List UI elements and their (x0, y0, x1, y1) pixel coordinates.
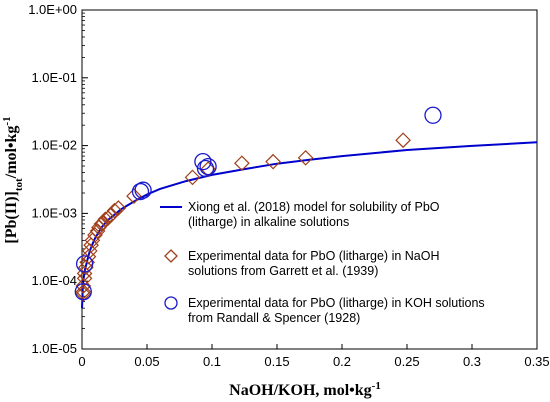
garrett-point (75, 283, 92, 300)
randall-point (74, 283, 92, 301)
garrett-point (78, 259, 94, 276)
garrett-point (102, 207, 119, 224)
legend-garrett-line2: solutions from Garrett et al. (1939) (188, 264, 378, 278)
legend: Xiong et al. (2018) model for solubility… (160, 200, 485, 325)
randall-point (75, 255, 94, 273)
garrett-point (94, 215, 111, 231)
legend-model-line1: Xiong et al. (2018) model for solubility… (188, 200, 440, 214)
plot-area (81, 9, 538, 350)
randall-point (134, 181, 152, 199)
randall-point (131, 182, 150, 201)
garrett-point (87, 227, 103, 243)
x-tick-label: 0 (78, 354, 85, 369)
garrett-point (75, 278, 92, 294)
x-tick-label: 0.25 (394, 354, 419, 369)
legend-garrett-line1: Experimental data for PbO (litharge) in … (188, 249, 440, 263)
randall-point (196, 159, 215, 178)
x-axis-title: NaOH/KOH, mol•kg-1 (229, 380, 381, 399)
series-layer (74, 106, 538, 309)
garrett-point (106, 202, 123, 219)
x-axis: 0 0.05 0.1 0.15 0.2 0.25 0.3 0.35 (78, 344, 550, 369)
y-axis-title: [Pb(II)]tot/mol•kg-1 (1, 116, 25, 243)
legend-randall-line1: Experimental data for PbO (litharge) in … (188, 296, 485, 310)
x-tick-label: 0.35 (524, 354, 549, 369)
garrett-point (110, 200, 127, 216)
x-tick-label: 0.1 (203, 354, 221, 369)
model-curve (81, 141, 538, 309)
x-tick-label: 0.05 (134, 354, 159, 369)
garrett-point (184, 169, 201, 186)
garrett-point (297, 149, 314, 166)
legend-diamond-marker (164, 249, 178, 263)
legend-circle-marker (164, 296, 178, 310)
garrett-point (75, 286, 92, 302)
y-tick-label: 1.0E-01 (31, 70, 77, 85)
y-tick-label: 1.0E-04 (31, 273, 77, 288)
x-tick-label: 0.15 (264, 354, 289, 369)
y-tick-label: 1.0E+00 (28, 2, 77, 17)
garrett-point (395, 132, 411, 149)
y-tick-label: 1.0E-05 (31, 341, 77, 356)
garrett-point (97, 211, 114, 228)
x-tick-label: 0.2 (333, 354, 351, 369)
garrett-point (234, 155, 250, 172)
garrett-point (265, 153, 281, 170)
garrett-point (126, 188, 142, 204)
randall-point (199, 157, 217, 176)
y-tick-label: 1.0E-02 (31, 138, 77, 153)
x-tick-label: 0.3 (463, 354, 481, 369)
randall-point (424, 106, 442, 124)
garrett-point (83, 237, 99, 254)
legend-randall-line2: from Randall & Spencer (1928) (188, 311, 360, 325)
y-axis: 1.0E-05 1.0E-04 1.0E-03 1.0E-02 1.0E-01 1.0E+… (28, 2, 88, 356)
y-tick-label: 1.0E-03 (31, 205, 77, 220)
randall-point (194, 152, 212, 171)
legend-model-line2: (litharge) in alkaline solutions (188, 215, 349, 229)
